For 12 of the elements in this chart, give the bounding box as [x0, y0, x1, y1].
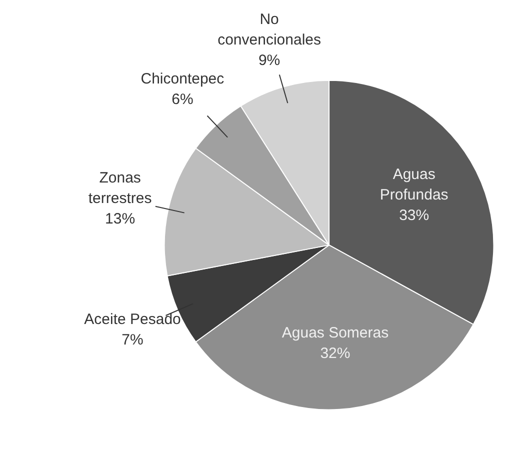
data-label: 7% [122, 332, 144, 349]
slice-label: Aceite Pesado [84, 311, 181, 328]
data-label: 13% [105, 210, 136, 228]
slice-label: Aguas Profundas [380, 166, 448, 204]
slice-label: Chicontepec [140, 70, 225, 88]
data-label: 33% [399, 206, 430, 224]
data-label: 9% [258, 52, 280, 69]
slice-label: No convencionales [218, 11, 321, 48]
slice-label: Aguas Someras [282, 324, 389, 342]
slice-label: Zonas terrestres [88, 170, 152, 207]
data-label: 32% [320, 345, 350, 362]
data-label: 6% [172, 91, 194, 108]
